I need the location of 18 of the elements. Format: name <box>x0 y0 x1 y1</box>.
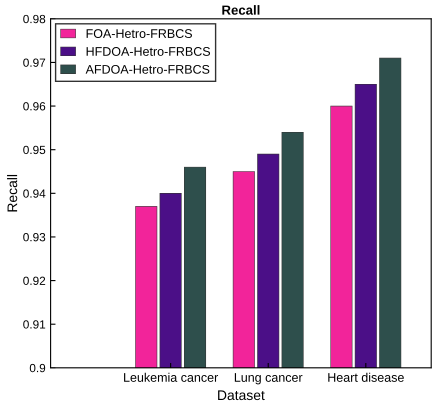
x-tick-label: Lung cancer <box>234 373 302 384</box>
y-tick-label: 0.94 <box>23 189 46 198</box>
y-tick-label: 0.93 <box>23 232 46 242</box>
y-axis-title: Recall <box>7 174 18 212</box>
legend-label: FOA-Hetro-FRBCS <box>86 29 192 38</box>
y-tick-label: 0.96 <box>23 102 46 110</box>
chart-title: Recall <box>222 5 260 15</box>
y-tick-label: 0.97 <box>23 58 46 67</box>
x-tick-label: Heart disease <box>328 372 404 382</box>
y-tick-label: 0.91 <box>23 320 46 329</box>
legend-label: HFDOA-Hetro-FRBCS <box>86 47 210 56</box>
legend-label: AFDOA-Hetro-FRBCS <box>86 64 210 74</box>
y-tick-label: 0.92 <box>23 276 46 285</box>
x-tick-label: Leukemia cancer <box>124 372 218 382</box>
y-tick-label: 0.98 <box>23 14 46 24</box>
x-axis-title: Dataset <box>218 390 265 400</box>
y-tick-label: 0.95 <box>23 146 46 154</box>
y-tick-label: 0.9 <box>30 364 46 372</box>
